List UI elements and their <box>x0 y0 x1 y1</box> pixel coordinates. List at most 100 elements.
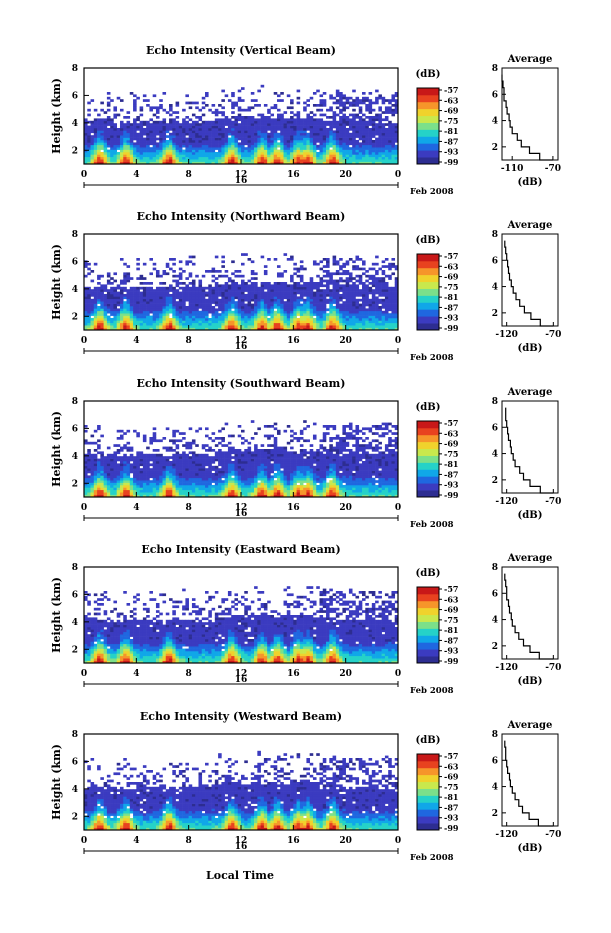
heatmap-cell <box>385 320 389 323</box>
heatmap-cell <box>388 111 392 114</box>
heatmap-cell <box>136 468 140 471</box>
heatmap-cell <box>277 265 281 268</box>
heatmap-cell <box>215 301 219 304</box>
heatmap-cell <box>372 313 376 316</box>
heatmap-cell <box>149 308 153 311</box>
heatmap-cell <box>254 126 258 129</box>
heatmap-cell <box>310 287 314 290</box>
heatmap-cell <box>136 294 140 297</box>
heatmap-cell <box>231 306 235 309</box>
heatmap-cell <box>176 318 180 321</box>
heatmap-cell <box>362 126 366 129</box>
heatmap-cell <box>182 437 186 440</box>
heatmap-cell <box>104 140 108 143</box>
heatmap-cell <box>169 294 173 297</box>
heatmap-cell <box>313 294 317 297</box>
heatmap-cell <box>284 121 288 124</box>
heatmap-cell <box>195 275 199 278</box>
heatmap-cell <box>212 311 216 314</box>
heatmap-cell <box>143 263 147 266</box>
heatmap-cell <box>172 142 176 145</box>
heatmap-cell <box>127 111 131 114</box>
heatmap-cell <box>342 116 346 119</box>
heatmap-cell <box>195 308 199 311</box>
heatmap-cell <box>329 142 333 145</box>
heatmap-cell <box>107 487 111 490</box>
heatmap-cell <box>143 461 147 464</box>
heatmap-cell <box>202 311 206 314</box>
heatmap-cell <box>251 296 255 299</box>
heatmap-cell <box>172 135 176 138</box>
heatmap-cell <box>369 145 373 148</box>
heatmap-cell <box>127 152 131 155</box>
heatmap-cell <box>185 289 189 292</box>
heatmap-cell <box>143 306 147 309</box>
heatmap-cell <box>342 109 346 112</box>
heatmap-cell <box>212 325 216 328</box>
heatmap-cell <box>179 480 183 483</box>
heatmap-cell <box>355 311 359 314</box>
heatmap-cell <box>310 126 314 129</box>
heatmap-cell <box>91 487 95 490</box>
heatmap-cell <box>244 296 248 299</box>
heatmap-cell <box>94 296 98 299</box>
heatmap-cell <box>287 325 291 328</box>
heatmap-cell <box>189 154 193 157</box>
heatmap-cell <box>149 301 153 304</box>
heatmap-cell <box>159 106 163 109</box>
heatmap-cell <box>133 109 137 112</box>
heatmap-cell <box>238 147 242 150</box>
heatmap-cell <box>244 154 248 157</box>
heatmap-cell <box>172 432 176 435</box>
heatmap-cell <box>107 135 111 138</box>
heatmap-cell <box>189 135 193 138</box>
heatmap-cell <box>385 150 389 153</box>
heatmap-cell <box>280 150 284 153</box>
heatmap-cell <box>375 318 379 321</box>
heatmap-cell <box>140 456 144 459</box>
heatmap-cell <box>391 323 395 326</box>
heatmap-cell <box>87 471 91 474</box>
heatmap-cell <box>179 142 183 145</box>
heatmap-cell <box>228 123 232 126</box>
heatmap-cell <box>372 275 376 278</box>
heatmap-cell <box>189 468 193 471</box>
heatmap-cell <box>202 313 206 316</box>
heatmap-cell <box>225 292 229 295</box>
heatmap-cell <box>293 126 297 129</box>
heatmap-cell <box>238 123 242 126</box>
heatmap-cell <box>166 159 170 162</box>
heatmap-cell <box>189 456 193 459</box>
heatmap-cell <box>251 325 255 328</box>
heatmap-cell <box>182 126 186 129</box>
heatmap-cell <box>179 275 183 278</box>
heatmap-cell <box>179 260 183 263</box>
heatmap-cell <box>169 154 173 157</box>
heatmap-cell <box>100 138 104 141</box>
heatmap-cell <box>182 432 186 435</box>
heatmap-cell <box>300 147 304 150</box>
heatmap-cell <box>221 152 225 155</box>
heatmap-cell <box>100 287 104 290</box>
heatmap-cell <box>277 275 281 278</box>
heatmap-cell <box>182 140 186 143</box>
heatmap-cell <box>87 485 91 488</box>
heatmap-cell <box>215 154 219 157</box>
heatmap-cell <box>388 308 392 311</box>
heatmap-cell <box>238 106 242 109</box>
heatmap-cell <box>136 116 140 119</box>
heatmap-cell <box>117 325 121 328</box>
heatmap-cell <box>113 154 117 157</box>
heatmap-cell <box>123 480 127 483</box>
heatmap-cell <box>231 299 235 302</box>
heatmap-cell <box>300 128 304 131</box>
heatmap-cell <box>107 145 111 148</box>
heatmap-cell <box>270 311 274 314</box>
heatmap-cell <box>149 138 153 141</box>
colorbar-swatch <box>417 261 439 268</box>
heatmap-cell <box>359 294 363 297</box>
heatmap-cell <box>231 126 235 129</box>
heatmap-cell <box>257 320 261 323</box>
heatmap-cell <box>110 147 114 150</box>
heatmap-cell <box>195 318 199 321</box>
